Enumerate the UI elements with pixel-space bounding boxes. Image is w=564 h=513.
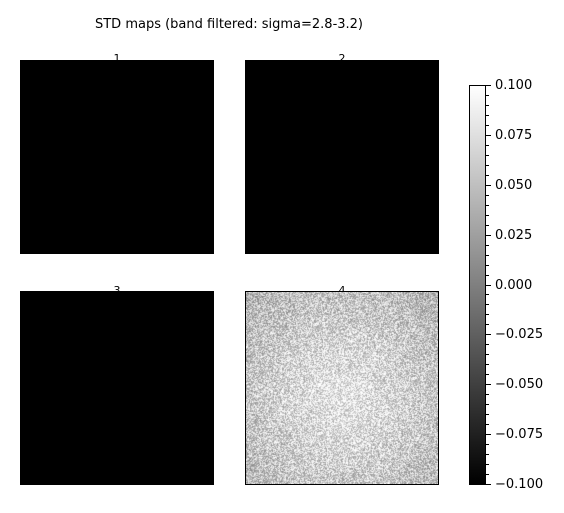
- colorbar-minor-tick: [486, 484, 489, 485]
- colorbar-minor-tick: [486, 304, 489, 305]
- colorbar-minor-tick: [486, 135, 489, 136]
- colorbar-minor-tick: [486, 125, 489, 126]
- panel-3: [20, 291, 214, 485]
- colorbar-minor-tick: [486, 414, 489, 415]
- panel-3-title: 3: [20, 285, 214, 296]
- chart-title: STD maps (band filtered: sigma=2.8-3.2): [94, 17, 364, 32]
- colorbar-minor-tick: [486, 185, 489, 186]
- colorbar-minor-tick: [486, 155, 489, 156]
- colorbar-minor-tick: [486, 454, 489, 455]
- colorbar-minor-tick: [486, 374, 489, 375]
- colorbar-tick-label-2: 0.050: [495, 178, 533, 193]
- colorbar-minor-tick: [486, 324, 489, 325]
- colorbar-minor-tick: [486, 474, 489, 475]
- colorbar-minor-tick: [486, 265, 489, 266]
- colorbar-tick-label-4: 0.000: [495, 278, 533, 293]
- colorbar-minor-tick: [486, 115, 489, 116]
- panel-2: [245, 60, 439, 254]
- colorbar-minor-tick: [486, 85, 489, 86]
- colorbar-minor-tick: [486, 205, 489, 206]
- panel-4: [245, 291, 439, 485]
- colorbar-minor-tick: [486, 384, 489, 385]
- panel-1: [20, 60, 214, 254]
- colorbar-minor-tick: [486, 294, 489, 295]
- colorbar-minor-tick: [486, 245, 489, 246]
- colorbar-minor-tick: [486, 235, 489, 236]
- colorbar: [469, 85, 486, 485]
- panel-4-title: 4: [245, 285, 439, 296]
- colorbar-minor-tick: [486, 145, 489, 146]
- colorbar-minor-tick: [486, 285, 489, 286]
- panel-2-image: [246, 61, 438, 253]
- colorbar-minor-tick: [486, 464, 489, 465]
- colorbar-minor-tick: [486, 424, 489, 425]
- colorbar-minor-tick: [486, 255, 489, 256]
- colorbar-minor-tick: [486, 275, 489, 276]
- colorbar-tick-label-5: −0.025: [495, 327, 544, 342]
- colorbar-minor-tick: [486, 354, 489, 355]
- colorbar-minor-tick: [486, 334, 489, 335]
- colorbar-minor-tick: [486, 215, 489, 216]
- colorbar-minor-tick: [486, 165, 489, 166]
- colorbar-tick-label-1: 0.075: [495, 128, 533, 143]
- colorbar-minor-tick: [486, 434, 489, 435]
- panel-3-image: [21, 292, 213, 484]
- colorbar-minor-tick: [486, 444, 489, 445]
- colorbar-tick-label-6: −0.050: [495, 377, 544, 392]
- colorbar-minor-tick: [486, 394, 489, 395]
- colorbar-tick-label-3: 0.025: [495, 228, 533, 243]
- colorbar-minor-tick: [486, 95, 489, 96]
- colorbar-minor-tick: [486, 175, 489, 176]
- colorbar-minor-tick: [486, 105, 489, 106]
- colorbar-tick-label-0: 0.100: [495, 78, 533, 93]
- panel-2-title: 2: [338, 52, 346, 65]
- panel-1-image: [21, 61, 213, 253]
- colorbar-minor-tick: [486, 314, 489, 315]
- colorbar-minor-tick: [486, 225, 489, 226]
- colorbar-tick-label-7: −0.075: [495, 427, 544, 442]
- colorbar-tick-label-8: −0.100: [495, 477, 544, 492]
- colorbar-minor-tick: [486, 344, 489, 345]
- panel-4-image: [246, 292, 438, 484]
- colorbar-minor-tick: [486, 195, 489, 196]
- panel-1-title: 1: [113, 52, 121, 65]
- colorbar-minor-tick: [486, 364, 489, 365]
- colorbar-minor-tick: [486, 404, 489, 405]
